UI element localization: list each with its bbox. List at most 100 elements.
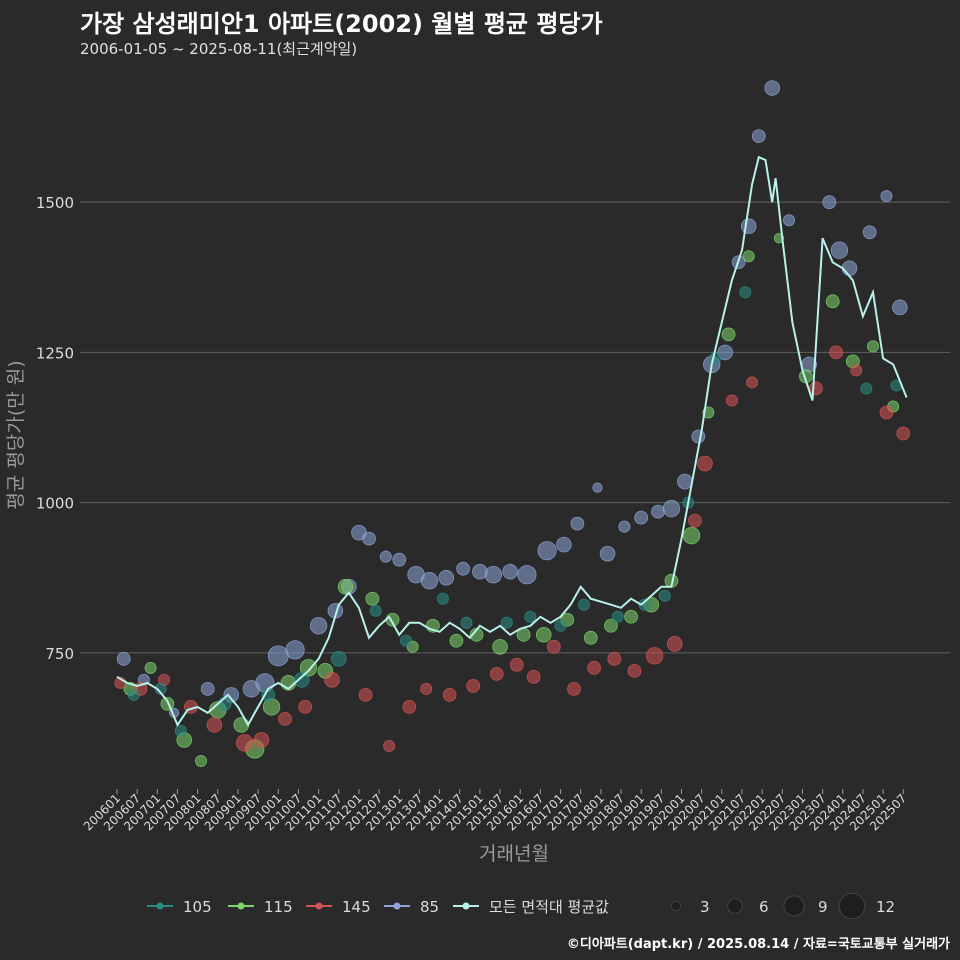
point-105 [399,634,412,647]
point-85 [570,516,585,531]
point-105 [500,616,513,629]
y-axis-label: 평균 평당가(만 원) [5,360,27,509]
point-105 [369,604,382,617]
point-85 [537,541,557,561]
point-115 [825,294,840,309]
size-legend-circle [670,900,682,912]
point-115 [721,327,736,342]
point-85 [267,645,289,667]
size-legend-label: 6 [759,898,769,916]
point-145 [607,651,622,666]
point-145 [627,663,642,678]
point-145 [850,364,863,377]
size-legend-circle [783,895,805,917]
legend-dot-2 [315,902,323,910]
y-tick-label: 1000 [36,495,74,513]
average-series-line [116,155,908,727]
point-145 [358,687,373,702]
legend-label-4: 모든 면적대 평균값 [489,898,609,916]
point-85 [420,572,439,590]
point-115 [535,626,552,643]
point-85 [764,80,781,96]
point-145 [420,682,433,695]
data-points [114,80,911,767]
point-85 [517,565,537,585]
y-axis-ticks: 750 1000 1250 1500 [36,194,74,663]
legend-dot-4 [462,902,470,910]
point-105 [638,598,651,611]
point-105 [658,589,671,602]
point-105 [860,382,873,395]
y-tick-label: 1250 [36,344,74,362]
point-85 [484,566,503,584]
point-115 [233,717,250,733]
point-115 [144,661,157,674]
point-85 [892,299,908,316]
point-145 [645,647,664,665]
point-115 [160,696,175,711]
point-145 [402,699,417,714]
point-85 [783,214,796,227]
x-axis-label: 거래년월 [479,843,549,865]
point-115 [449,633,464,648]
point-105 [611,610,624,623]
point-85 [116,651,131,666]
point-115 [604,618,618,633]
point-145 [809,381,823,396]
point-85 [392,552,407,567]
source-caption: ©디아파트(dapt.kr) / 2025.08.14 / 자료=국토교통부 실… [566,937,950,952]
point-85 [880,190,893,203]
size-legend-label: 12 [876,898,895,916]
point-85 [309,617,328,635]
point-145 [324,672,340,688]
point-85 [740,218,757,235]
point-145 [253,732,270,748]
point-145 [509,657,524,672]
point-115 [195,754,208,767]
point-105 [554,619,567,632]
point-145 [587,660,602,675]
point-85 [862,225,877,240]
point-105 [524,610,537,623]
size-legend-label: 9 [818,898,828,916]
point-145 [697,455,713,472]
legend-dot-3 [393,902,401,910]
point-145 [383,739,396,752]
point-105 [578,598,591,611]
point-85 [751,129,766,143]
point-85 [592,482,603,493]
point-85 [662,499,681,518]
legend-label-0: 105 [183,898,212,916]
point-85 [379,550,392,563]
point-85 [456,561,470,576]
point-85 [362,531,376,546]
point-85 [502,563,518,580]
point-105 [217,696,232,711]
legend-label-3: 85 [420,898,439,916]
size-legend-circle [838,892,866,920]
point-145 [896,426,911,441]
point-145 [466,678,481,693]
point-85 [556,536,572,553]
point-115 [682,526,701,545]
x-axis-ticks: 2006012006072007012007072008012008072009… [81,789,909,834]
legend: 105 115 145 85 모든 면적대 평균값 3 6 9 12 [147,892,895,920]
y-tick-label: 1500 [36,194,74,212]
point-145 [746,376,759,389]
point-85 [634,510,649,525]
point-85 [691,429,706,444]
grid-lines [80,201,950,654]
point-115 [365,591,380,606]
point-145 [725,394,738,407]
y-tick-label: 750 [45,645,74,663]
point-145 [442,687,457,702]
point-105 [127,688,140,701]
point-105 [294,672,310,688]
point-85 [651,504,665,519]
point-145 [567,681,581,696]
point-85 [830,241,849,259]
point-145 [489,666,504,681]
point-105 [460,616,473,629]
point-105 [330,651,347,667]
